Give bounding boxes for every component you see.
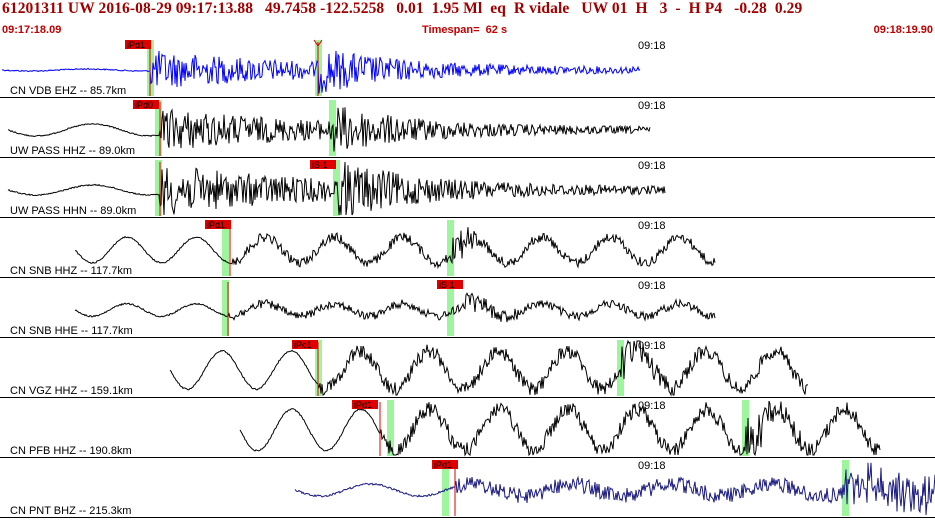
green-window-marker [333,160,340,216]
window-start-time: 09:17:18.09 [2,24,62,36]
green-window-marker [442,460,449,516]
time-tick-label: 09:18 [638,340,666,352]
green-window-marker [222,280,229,336]
green-window-marker [387,400,394,456]
trace-row: iPd1 09:18 CN PNT BHZ -- 215.3km [0,460,935,518]
pick-flag [352,400,378,409]
green-window-marker [329,100,336,156]
pick-flag-label: iPd0 [135,100,153,110]
time-tick-label: 09:18 [638,100,666,112]
pick-flag-label: iPd1 [127,40,145,50]
waveform [7,107,651,152]
trace-row: iPc1 09:18 CN VGZ HHZ -- 159.1km [0,339,935,398]
trace-row: iPd0 09:18 UW PASS HHZ -- 89.0km [0,100,935,158]
station-label: CN VDB EHZ -- 85.7km [10,85,126,97]
event-summary-title: 61201311 UW 2016-08-29 09:17:13.88 49.74… [2,0,803,17]
pick-caret [313,39,323,47]
pick-flag [432,460,458,469]
trace-row: iPd1 09:18 CN SNB HHZ -- 117.7km [0,220,935,278]
station-label: UW PASS HHZ -- 89.0km [10,145,135,157]
time-tick-label: 09:18 [638,400,666,412]
pick-flag [125,40,151,49]
station-label: CN SNB HHZ -- 117.7km [10,265,132,277]
pick-flag [310,160,336,169]
waveform [294,462,935,516]
pick-flag-label: iPd1 [434,460,452,470]
time-tick-label: 09:18 [638,280,666,292]
pick-flag-label: iS 1 [439,280,455,290]
window-end-time: 09:18:19.90 [873,24,933,36]
time-tick-label: 09:18 [638,160,666,172]
pick-flag-label: iPd1 [354,400,372,410]
waveform [1,50,641,94]
pick-flag [205,220,231,229]
green-window-marker [155,160,162,216]
pick-flag [437,280,463,289]
station-label: CN PFB HHZ -- 190.8km [10,445,132,457]
waveform [169,339,809,397]
waveform [239,400,881,457]
pick-flag-label: iPd1 [207,220,225,230]
trace-row: iPd1 09:18 CN PFB HHZ -- 190.8km [0,400,935,458]
green-window-marker [842,460,849,516]
pick-flag-label: iS 1 [312,160,328,170]
seismogram-panel[interactable]: iPd1 09:18 CN VDB EHZ -- 85.7km iPd0 09:18 UW… [0,38,935,520]
timespan-label: Timespan= 62 s [422,24,508,36]
trace-row: iS 1 09:18 CN SNB HHE -- 117.7km [0,280,935,338]
pick-flag [133,100,159,109]
green-window-marker [447,280,454,336]
event-header: 61201311 UW 2016-08-29 09:17:13.88 49.74… [0,0,935,38]
station-label: UW PASS HHN -- 89.0km [10,205,136,217]
station-label: CN PNT BHZ -- 215.3km [10,505,131,517]
station-label: CN SNB HHE -- 117.7km [10,325,133,337]
green-window-marker [155,100,162,156]
trace-row: iS 1 09:18 UW PASS HHN -- 89.0km [0,160,935,218]
waveform [74,292,716,323]
green-window-marker [617,340,624,396]
time-tick-label: 09:18 [638,220,666,232]
trace-row: iPd1 09:18 CN VDB EHZ -- 85.7km [0,39,935,98]
waveform [74,227,716,270]
waveform [7,161,666,216]
time-tick-label: 09:18 [638,460,666,472]
green-window-marker [447,220,454,276]
pick-flag-label: iPc1 [294,340,312,350]
time-tick-label: 09:18 [638,40,666,52]
green-window-marker [222,220,229,276]
pick-flag [292,340,318,349]
station-label: CN VGZ HHZ -- 159.1km [10,385,133,397]
